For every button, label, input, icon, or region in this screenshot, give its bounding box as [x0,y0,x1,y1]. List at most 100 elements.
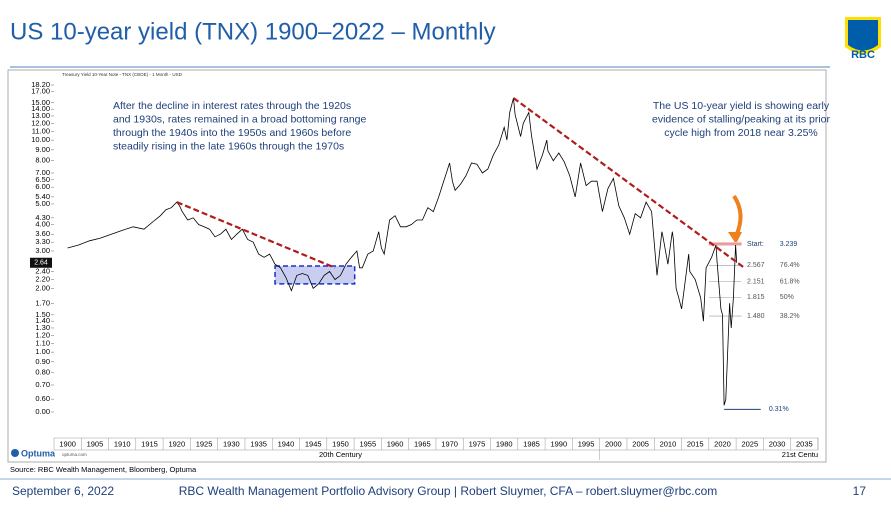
fib-value: 1.815 [747,294,765,301]
x-tick-label: 2025 [741,439,758,448]
annotation-line: The US 10-year yield is showing early [653,100,830,112]
y-tick-label: 9.00 [35,145,50,154]
y-tick-label: 5.40 [35,192,50,201]
fib-value: 3.239 [780,241,798,248]
x-tick-label: 1960 [387,439,404,448]
fib-value: 2.567 [747,262,765,269]
brand-name: Optuma [21,448,56,458]
y-tick-label: 1.00 [35,347,50,356]
fib-percent: 50% [780,294,794,301]
y-tick-label: 7.00 [35,168,50,177]
fib-percent: 76.4% [780,262,800,269]
arrow-head [728,232,742,244]
y-tick-label: 3.30 [35,237,50,246]
fib-percent: 38.2% [780,313,800,320]
range-box [274,265,356,285]
x-tick-label: 1905 [87,439,104,448]
x-tick-label: 1985 [523,439,540,448]
trend-line [512,97,745,269]
x-tick-label: 2020 [714,439,731,448]
y-tick-label: 12.00 [31,118,50,127]
x-tick-label: 2015 [687,439,704,448]
logo-text: RBC [851,49,875,61]
x-tick-label: 1970 [441,439,458,448]
x-tick-label: 2010 [660,439,677,448]
y-tick-label: 14.00 [31,104,50,113]
x-tick-label: 1935 [250,439,267,448]
footer-center: RBC Wealth Management Portfolio Advisory… [179,484,718,498]
y-tick-label: 6.50 [35,175,50,184]
x-tick-label: 1955 [359,439,376,448]
low-label: 0.31% [769,406,789,413]
y-tick-label: 18.20 [31,80,50,89]
y-tick-label: 3.60 [35,229,50,238]
chart-frame [7,69,827,463]
source: Source: RBC Wealth Management, Bloomberg… [10,465,197,474]
y-tick-label: 2.40 [35,267,50,276]
y-tick-label: 5.00 [35,199,50,208]
rbc-logo: RBC [845,17,881,61]
x-tick-label: 1900 [59,439,76,448]
brand: Optuma optuma.com [11,448,87,458]
fib-value: 1.480 [747,313,765,320]
x-tick-label: 1940 [278,439,295,448]
annotation-line: through the 1940s into the 1950s and 196… [113,127,351,139]
chart-subtitle: Treasury Yield 10-Year Note - TNX (CBOE)… [62,72,183,77]
x-tick-label: 1915 [141,439,158,448]
y-tick-label: 1.10 [35,338,50,347]
y-tick-label: 1.70 [35,298,50,307]
yield-line [67,97,738,406]
page-number: 17 [853,484,867,498]
y-tick-label: 0.70 [35,380,50,389]
slide-title: US 10-year yield (TNX) 1900–2022 – Month… [10,18,496,45]
x-tick-label: 1995 [578,439,595,448]
y-tick-label: 1.40 [35,316,50,325]
y-tick-label: 13.00 [31,111,50,120]
century-label: 21st Centu [782,450,818,459]
x-tick-label: 1990 [550,439,567,448]
annotation-line: evidence of stalling/peaking at its prio… [652,113,831,125]
current-value-label: 2.64 [34,260,48,267]
y-tick-label: 1.20 [35,330,50,339]
y-tick-label: 2.00 [35,283,50,292]
y-tick-label: 10.00 [31,135,50,144]
y-tick-label: 11.00 [32,126,50,135]
y-tick-label: 15.00 [31,98,50,107]
trend-line [176,201,336,269]
x-tick-label: 1945 [305,439,322,448]
x-tick-label: 2035 [796,439,813,448]
annotation-line: steadily rising in the late 1960s throug… [113,140,344,152]
x-tick-label: 2005 [632,439,649,448]
brand-url: optuma.com [62,452,87,457]
y-tick-label: 1.50 [35,310,50,319]
annotation-line: and 1930s, rates remained in a broad bot… [113,113,366,125]
y-tick-label: 2.20 [35,275,50,284]
footer-date: September 6, 2022 [12,484,114,498]
fib-value: 2.151 [747,278,765,285]
arrow [732,194,743,237]
annotation-line: After the decline in interest rates thro… [113,100,351,112]
y-tick-label: 3.00 [35,246,50,255]
y-tick-label: 8.00 [35,156,50,165]
y-tick-label: 4.30 [35,213,50,222]
x-tick-label: 1980 [496,439,513,448]
y-tick-label: 0.80 [35,368,50,377]
x-tick-label: 2030 [769,439,786,448]
x-tick-label: 1925 [196,439,213,448]
y-tick-label: 4.00 [35,219,50,228]
x-tick-label: 1920 [168,439,185,448]
x-tick-label: 1950 [332,439,349,448]
y-tick-label: 0.00 [35,407,50,416]
annotation-line: cycle high from 2018 near 3.25% [664,127,818,139]
y-tick-label: 1.30 [35,323,50,332]
y-tick-label: 0.90 [35,357,50,366]
fib-percent: 61.8% [780,278,800,285]
fib-name: Start: [747,241,764,248]
x-tick-label: 2000 [605,439,622,448]
x-tick-label: 1910 [114,439,131,448]
y-tick-label: 6.00 [35,182,50,191]
y-tick-label: 0.60 [35,394,50,403]
x-tick-label: 1965 [414,439,431,448]
x-tick-label: 1930 [223,439,240,448]
